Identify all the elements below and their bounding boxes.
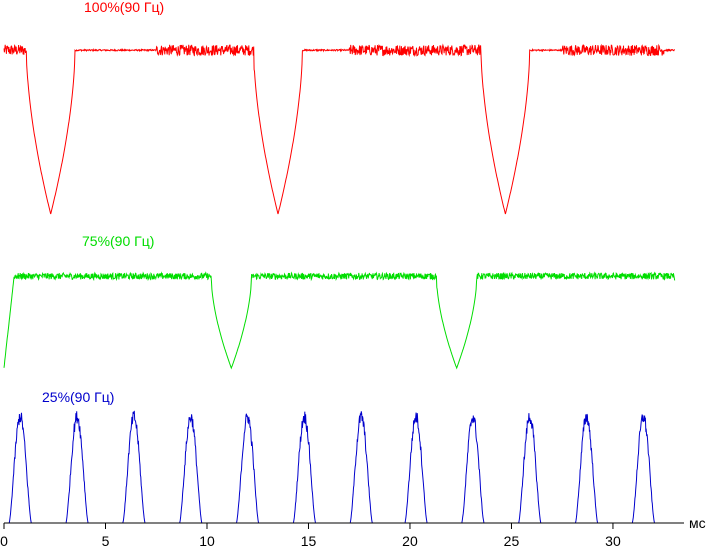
- series-labels: 100%(90 Гц) 75%(90 Гц) 25%(90 Гц): [42, 0, 164, 405]
- x-tick-label-5: 25: [504, 533, 520, 549]
- series-label-1: 75%(90 Гц): [82, 233, 154, 249]
- series-line-1: [3, 271, 676, 370]
- x-axis-unit-label: мс: [689, 515, 706, 531]
- series-layer: [3, 43, 676, 524]
- series-label-2: 25%(90 Гц): [42, 389, 114, 405]
- series-line-2: [4, 410, 675, 524]
- x-tick-label-4: 20: [402, 533, 418, 549]
- x-tick-label-3: 15: [301, 533, 317, 549]
- x-tick-label-1: 5: [102, 533, 110, 549]
- x-ticks: 0 5 10 15 20 25 30: [0, 523, 621, 549]
- series-label-0: 100%(90 Гц): [84, 0, 164, 15]
- x-tick-label-6: 30: [605, 533, 621, 549]
- x-tick-label-2: 10: [199, 533, 215, 549]
- x-tick-label-0: 0: [0, 533, 8, 549]
- series-line-0: [3, 43, 675, 215]
